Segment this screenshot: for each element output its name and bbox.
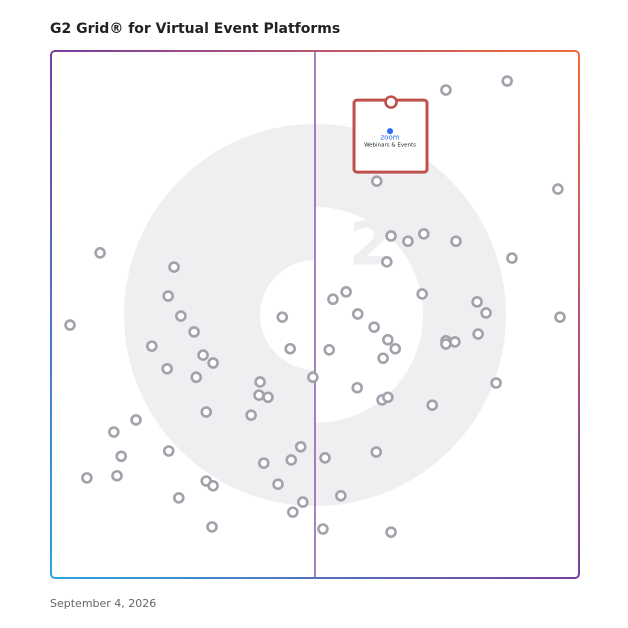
point [172,492,185,504]
point [385,230,397,242]
highlight-label: Webinars & Events [364,143,416,149]
point [162,445,175,457]
point [416,288,428,300]
point [319,452,331,464]
point [111,469,123,482]
point [168,261,180,273]
point [370,446,383,458]
point [471,296,483,308]
chart-title: G2 Grid® for Virtual Event Platforms [50,21,340,37]
point [284,342,296,355]
point [188,326,200,338]
point [190,371,202,384]
point [162,290,175,302]
point [146,340,158,352]
point [323,344,336,356]
point [426,399,439,411]
point [490,377,502,389]
point [370,175,383,187]
point [340,286,352,298]
point [554,311,566,323]
point [381,255,393,268]
point [501,75,513,87]
point [335,489,347,502]
svg-text:2: 2 [349,210,391,280]
point [207,357,219,369]
point [317,523,329,535]
point [254,376,266,388]
point [294,440,307,453]
point [449,336,461,348]
point [200,406,213,418]
point [64,319,76,331]
point [506,252,518,264]
point [552,183,564,195]
point [262,391,274,404]
logo-icon [387,128,394,135]
point [175,310,187,322]
point [351,308,364,320]
point [161,362,173,375]
point [377,352,389,365]
point [417,228,430,240]
point [385,526,397,538]
point [450,235,462,248]
point [368,321,380,333]
point [276,311,289,323]
point [402,235,414,248]
point [382,391,394,404]
point [480,307,492,319]
point [272,478,284,490]
point [327,293,339,306]
point [81,472,93,484]
point [197,349,209,361]
point [307,371,319,384]
point [207,479,219,492]
highlight-point [384,95,398,109]
point [382,333,394,346]
point [245,409,257,421]
point [130,414,142,426]
point [115,450,128,463]
logo-text: zoom [381,134,400,142]
point [440,84,452,96]
point [472,328,484,340]
point [94,247,106,259]
point [351,381,364,394]
point [206,521,218,533]
point [257,457,270,469]
point [253,389,265,401]
point [389,342,402,355]
point [108,426,120,438]
date: September 4, 2026 [50,597,156,610]
point [287,506,299,518]
point [297,496,309,508]
point [440,338,452,350]
point [285,454,298,466]
